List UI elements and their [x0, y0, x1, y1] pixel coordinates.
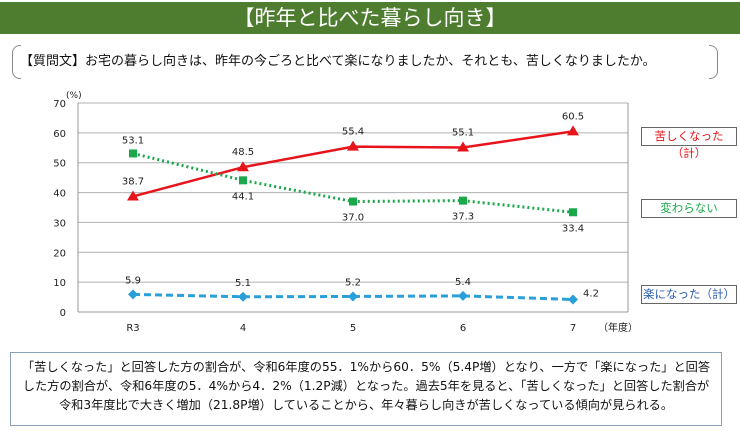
y-tick-label: 40 — [53, 189, 66, 200]
data-label: 44.1 — [232, 191, 254, 202]
line-chart: 0 10 20 30 40 50 60 70(%) R3 4 5 6 7 （年度） 38.7 48.5 55.4… — [53, 91, 638, 334]
data-point-diamond — [348, 291, 358, 302]
data-point-diamond — [568, 294, 578, 305]
data-label: 5.1 — [235, 278, 251, 289]
legend-easier: 楽になった（計） — [641, 285, 737, 304]
data-label: 37.3 — [452, 212, 474, 223]
y-tick-label: 70 — [53, 99, 66, 110]
y-tick-label: 30 — [53, 218, 66, 229]
data-label: 55.1 — [452, 127, 474, 138]
data-point-triangle — [237, 161, 249, 172]
y-tick-label: 0 — [60, 308, 66, 319]
data-point-triangle — [127, 190, 139, 201]
data-point-square — [129, 149, 137, 158]
x-tick-label: 4 — [240, 323, 246, 334]
data-label: 38.7 — [122, 176, 144, 187]
data-label: 5.2 — [345, 277, 361, 288]
data-point-triangle — [347, 140, 359, 151]
data-point-square — [459, 196, 467, 205]
summary-text: 「苦しくなった」と回答した方の割合が、令和6年度の55．1%から60．5%（5.… — [10, 352, 722, 426]
legend-hard: 苦しくなった（計） — [641, 127, 737, 160]
y-tick-label: 20 — [53, 248, 66, 259]
data-label: 4.2 — [583, 288, 599, 299]
data-point-diamond — [238, 291, 248, 302]
y-tick-label: 10 — [53, 278, 66, 289]
data-label: 48.5 — [232, 147, 254, 158]
data-label: 60.5 — [562, 111, 584, 122]
question-text: 【質問文】お宅の暮らし向きは、昨年の今ごろと比べて楽になりましたか、それとも、苦… — [12, 45, 718, 79]
legend-same: 変わらない — [641, 199, 737, 218]
x-tick-label: 6 — [460, 323, 466, 334]
x-tick-label: R3 — [126, 323, 139, 334]
page-title: 【昨年と比べた暮らし向き】 — [0, 2, 740, 34]
x-axis-label: （年度） — [598, 321, 638, 334]
data-label: 33.4 — [562, 223, 584, 234]
data-point-triangle — [457, 141, 469, 152]
data-point-diamond — [128, 289, 138, 300]
data-label: 53.1 — [122, 135, 144, 146]
y-tick-label: 60 — [53, 129, 66, 140]
data-point-diamond — [458, 290, 468, 301]
data-label: 37.0 — [342, 213, 364, 224]
y-tick-label: 50 — [53, 159, 66, 170]
data-label: 5.4 — [455, 277, 471, 288]
data-point-triangle — [567, 125, 579, 136]
data-point-square — [569, 208, 577, 217]
x-tick-label: 5 — [350, 323, 356, 334]
x-tick-label: 7 — [570, 323, 576, 334]
data-point-square — [239, 176, 247, 185]
data-label: 55.4 — [342, 127, 364, 138]
data-label: 5.9 — [125, 275, 141, 286]
y-axis-label: (%) — [66, 91, 82, 101]
data-point-square — [349, 197, 357, 206]
